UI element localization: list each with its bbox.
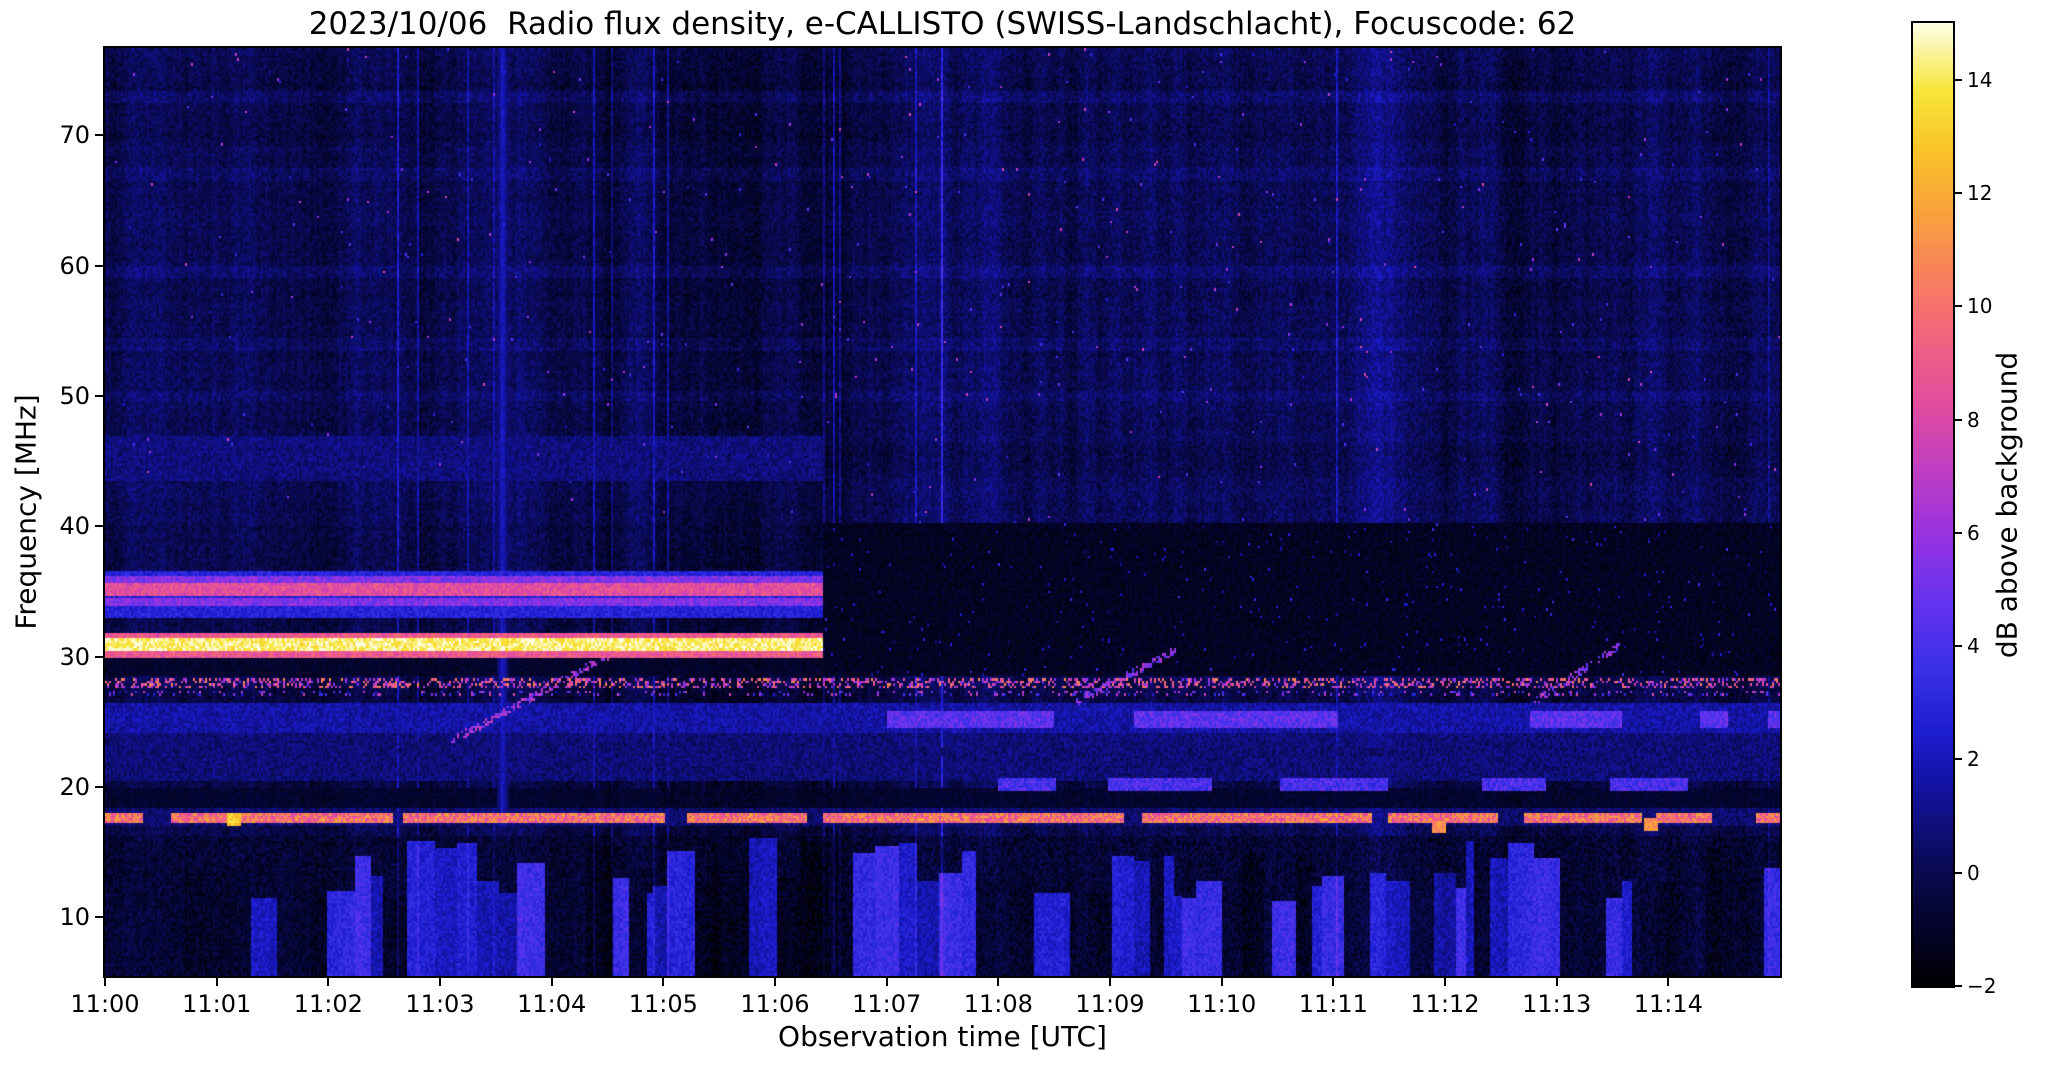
x-tick-label: 11:13 [1522, 990, 1592, 1018]
x-tick-label: 11:09 [1075, 990, 1145, 1018]
x-tick-mark [215, 976, 218, 986]
colorbar-tick-label: 2 [1967, 747, 1980, 772]
x-tick-label: 11:00 [70, 990, 140, 1018]
colorbar-tick-label: 6 [1967, 520, 1980, 545]
x-tick-mark [439, 976, 441, 986]
colorbar-tick-mark [1953, 645, 1962, 648]
colorbar-tick-label: 8 [1967, 407, 1980, 432]
y-tick-mark [95, 786, 105, 788]
x-tick-label: 11:06 [740, 990, 810, 1018]
x-tick-label: 11:01 [182, 990, 252, 1018]
y-axis-label: Frequency [MHz] [9, 394, 43, 630]
y-tick-label: 40 [59, 512, 90, 541]
y-tick-mark [95, 134, 105, 137]
colorbar-tick-mark [1953, 78, 1962, 81]
x-tick-label: 11:11 [1298, 990, 1368, 1018]
y-tick-label: 20 [59, 773, 90, 801]
x-tick-mark [104, 976, 106, 986]
colorbar-tick-mark [1953, 758, 1962, 761]
y-tick-mark [95, 264, 105, 267]
colorbar-tick-label: −2 [1967, 974, 1997, 998]
colorbar-frame [1911, 21, 1955, 988]
colorbar-tick-label: 0 [1967, 860, 1980, 885]
colorbar-tick-mark [1953, 871, 1962, 874]
colorbar-tick-label: 4 [1967, 634, 1980, 659]
plot-frame [103, 46, 1782, 978]
colorbar-tick-mark [1953, 418, 1962, 421]
x-tick-label: 11:02 [293, 990, 363, 1018]
y-tick-mark [95, 395, 105, 397]
x-tick-mark [662, 976, 665, 986]
chart-title: 2023/10/06 Radio flux density, e-CALLIST… [308, 6, 1577, 42]
x-tick-label: 11:08 [963, 990, 1033, 1018]
x-tick-mark [550, 976, 553, 986]
y-tick-mark [95, 525, 105, 528]
x-tick-mark [1220, 976, 1223, 986]
colorbar-tick-mark [1953, 305, 1962, 308]
y-tick-mark [95, 916, 105, 919]
colorbar-tick-label: 14 [1967, 67, 1993, 92]
colorbar-tick-mark [1953, 191, 1962, 194]
x-tick-mark [1555, 976, 1558, 986]
y-tick-mark [95, 655, 105, 658]
x-tick-mark [327, 976, 330, 986]
spectrogram-canvas [105, 48, 1780, 976]
colorbar-tick-label: 10 [1967, 294, 1993, 319]
x-tick-mark [1444, 976, 1446, 986]
x-tick-mark [1332, 976, 1335, 986]
colorbar-canvas [1913, 23, 1953, 986]
x-axis-label: Observation time [UTC] [778, 1020, 1107, 1053]
x-tick-label: 11:14 [1633, 990, 1703, 1018]
x-tick-label: 11:04 [517, 990, 587, 1018]
x-tick-mark [1109, 976, 1111, 986]
x-tick-mark [774, 976, 776, 986]
y-tick-label: 50 [59, 382, 90, 410]
y-tick-label: 30 [59, 642, 90, 671]
x-tick-mark [1667, 976, 1670, 986]
x-tick-label: 11:10 [1187, 990, 1257, 1018]
colorbar-tick-mark [1953, 531, 1962, 534]
colorbar-label: dB above background [1990, 351, 2024, 659]
y-tick-label: 10 [59, 903, 90, 932]
y-tick-label: 60 [59, 251, 90, 280]
x-tick-mark [885, 976, 888, 986]
x-tick-label: 11:05 [628, 990, 698, 1018]
y-tick-label: 70 [59, 121, 90, 150]
x-tick-label: 11:03 [405, 990, 475, 1018]
x-tick-label: 11:07 [852, 990, 922, 1018]
colorbar-tick-label: 12 [1967, 180, 1993, 205]
x-tick-mark [997, 976, 1000, 986]
x-tick-label: 11:12 [1410, 990, 1480, 1018]
colorbar-tick-mark [1953, 985, 1962, 987]
